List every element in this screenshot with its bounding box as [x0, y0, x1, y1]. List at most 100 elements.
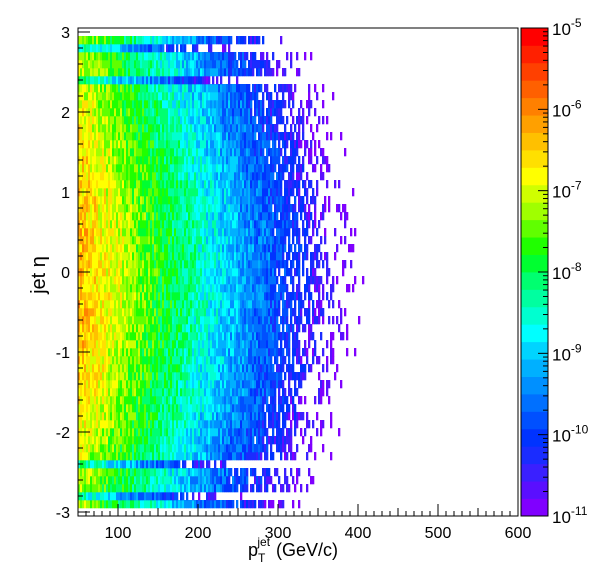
heatmap-cell	[316, 252, 319, 261]
heatmap-cell	[276, 252, 279, 261]
heatmap-cell	[100, 420, 103, 429]
heatmap-cell	[240, 148, 243, 157]
heatmap-cell	[218, 188, 221, 197]
heatmap-cell	[260, 404, 263, 413]
heatmap-cell	[234, 164, 237, 173]
heatmap-cell	[204, 388, 207, 397]
heatmap-cell	[200, 500, 203, 509]
heatmap-cell	[144, 236, 147, 245]
heatmap-cell	[338, 324, 341, 333]
heatmap-cell	[202, 452, 205, 461]
heatmap-cell	[176, 164, 179, 173]
heatmap-cell	[258, 316, 261, 325]
heatmap-cell	[196, 348, 199, 357]
heatmap-cell	[180, 172, 183, 181]
heatmap-cell	[172, 444, 175, 453]
heatmap-cell	[136, 260, 139, 269]
heatmap-cell	[188, 500, 191, 509]
heatmap-cell	[174, 308, 177, 317]
heatmap-cell	[282, 412, 285, 421]
heatmap-cell	[80, 372, 83, 381]
heatmap-cell	[270, 340, 273, 349]
heatmap-cell	[272, 316, 275, 325]
heatmap-cell	[162, 148, 165, 157]
heatmap-cell	[128, 340, 131, 349]
heatmap-cell	[272, 252, 275, 261]
heatmap-cell	[192, 348, 195, 357]
heatmap-cell	[110, 452, 113, 461]
heatmap-cell	[322, 420, 325, 429]
heatmap-cell	[264, 420, 267, 429]
heatmap-cell	[84, 500, 87, 509]
heatmap-cell	[250, 452, 253, 461]
heatmap-cell	[148, 404, 151, 413]
heatmap-cell	[150, 276, 153, 285]
heatmap-cell	[274, 252, 277, 261]
heatmap-cell	[90, 436, 93, 445]
heatmap-cell	[272, 220, 275, 229]
heatmap-cell	[296, 468, 299, 477]
heatmap-cell	[116, 292, 119, 301]
heatmap-cell	[116, 276, 119, 285]
heatmap-cell	[126, 156, 129, 165]
heatmap-cell	[266, 316, 269, 325]
heatmap-cell	[198, 164, 201, 173]
heatmap-cell	[124, 420, 127, 429]
heatmap-cell	[152, 236, 155, 245]
heatmap-cell	[206, 204, 209, 213]
heatmap-cell	[228, 148, 231, 157]
heatmap-cell	[148, 244, 151, 253]
heatmap-cell	[182, 348, 185, 357]
heatmap-cell	[142, 420, 145, 429]
heatmap-cell	[92, 348, 95, 357]
heatmap-cell	[110, 212, 113, 221]
heatmap-cell	[274, 220, 277, 229]
heatmap-cell	[208, 436, 211, 445]
heatmap-cell	[130, 292, 133, 301]
heatmap-cell	[196, 212, 199, 221]
heatmap-cell	[240, 252, 243, 261]
heatmap-cell	[140, 164, 143, 173]
heatmap-cell	[176, 292, 179, 301]
heatmap-cell	[256, 396, 259, 405]
heatmap-cell	[100, 300, 103, 309]
heatmap-cell	[214, 396, 217, 405]
heatmap-cell	[112, 260, 115, 269]
heatmap-cell	[88, 372, 91, 381]
heatmap-cell	[94, 212, 97, 221]
heatmap-cell	[134, 284, 137, 293]
heatmap-cell	[280, 228, 283, 237]
heatmap-cell	[252, 356, 255, 365]
heatmap-cell	[254, 388, 257, 397]
heatmap-cell	[186, 332, 189, 341]
heatmap-cell	[256, 476, 259, 485]
heatmap-cell	[206, 332, 209, 341]
heatmap-cell	[208, 412, 211, 421]
heatmap-cell	[106, 212, 109, 221]
heatmap-cell	[120, 436, 123, 445]
heatmap-cell	[228, 164, 231, 173]
heatmap-cell	[90, 276, 93, 285]
heatmap-cell	[152, 284, 155, 293]
heatmap-cell	[192, 332, 195, 341]
heatmap-cell	[216, 348, 219, 357]
heatmap-cell	[228, 468, 231, 477]
heatmap-cell	[258, 236, 261, 245]
heatmap-cell	[114, 172, 117, 181]
heatmap-cell	[78, 148, 81, 157]
heatmap-cell	[242, 204, 245, 213]
heatmap-cell	[142, 412, 145, 421]
heatmap-cell	[198, 476, 201, 485]
heatmap-cell	[328, 204, 331, 213]
heatmap-cell	[136, 236, 139, 245]
heatmap-cell	[166, 404, 169, 413]
heatmap-cell	[150, 500, 153, 509]
heatmap-cell	[226, 260, 229, 269]
heatmap-cell	[280, 292, 283, 301]
heatmap-cell	[278, 444, 281, 453]
heatmap-cell	[102, 316, 105, 325]
heatmap-cell	[202, 212, 205, 221]
heatmap-cell	[114, 300, 117, 309]
heatmap-cell	[194, 356, 197, 365]
heatmap-cell	[140, 356, 143, 365]
